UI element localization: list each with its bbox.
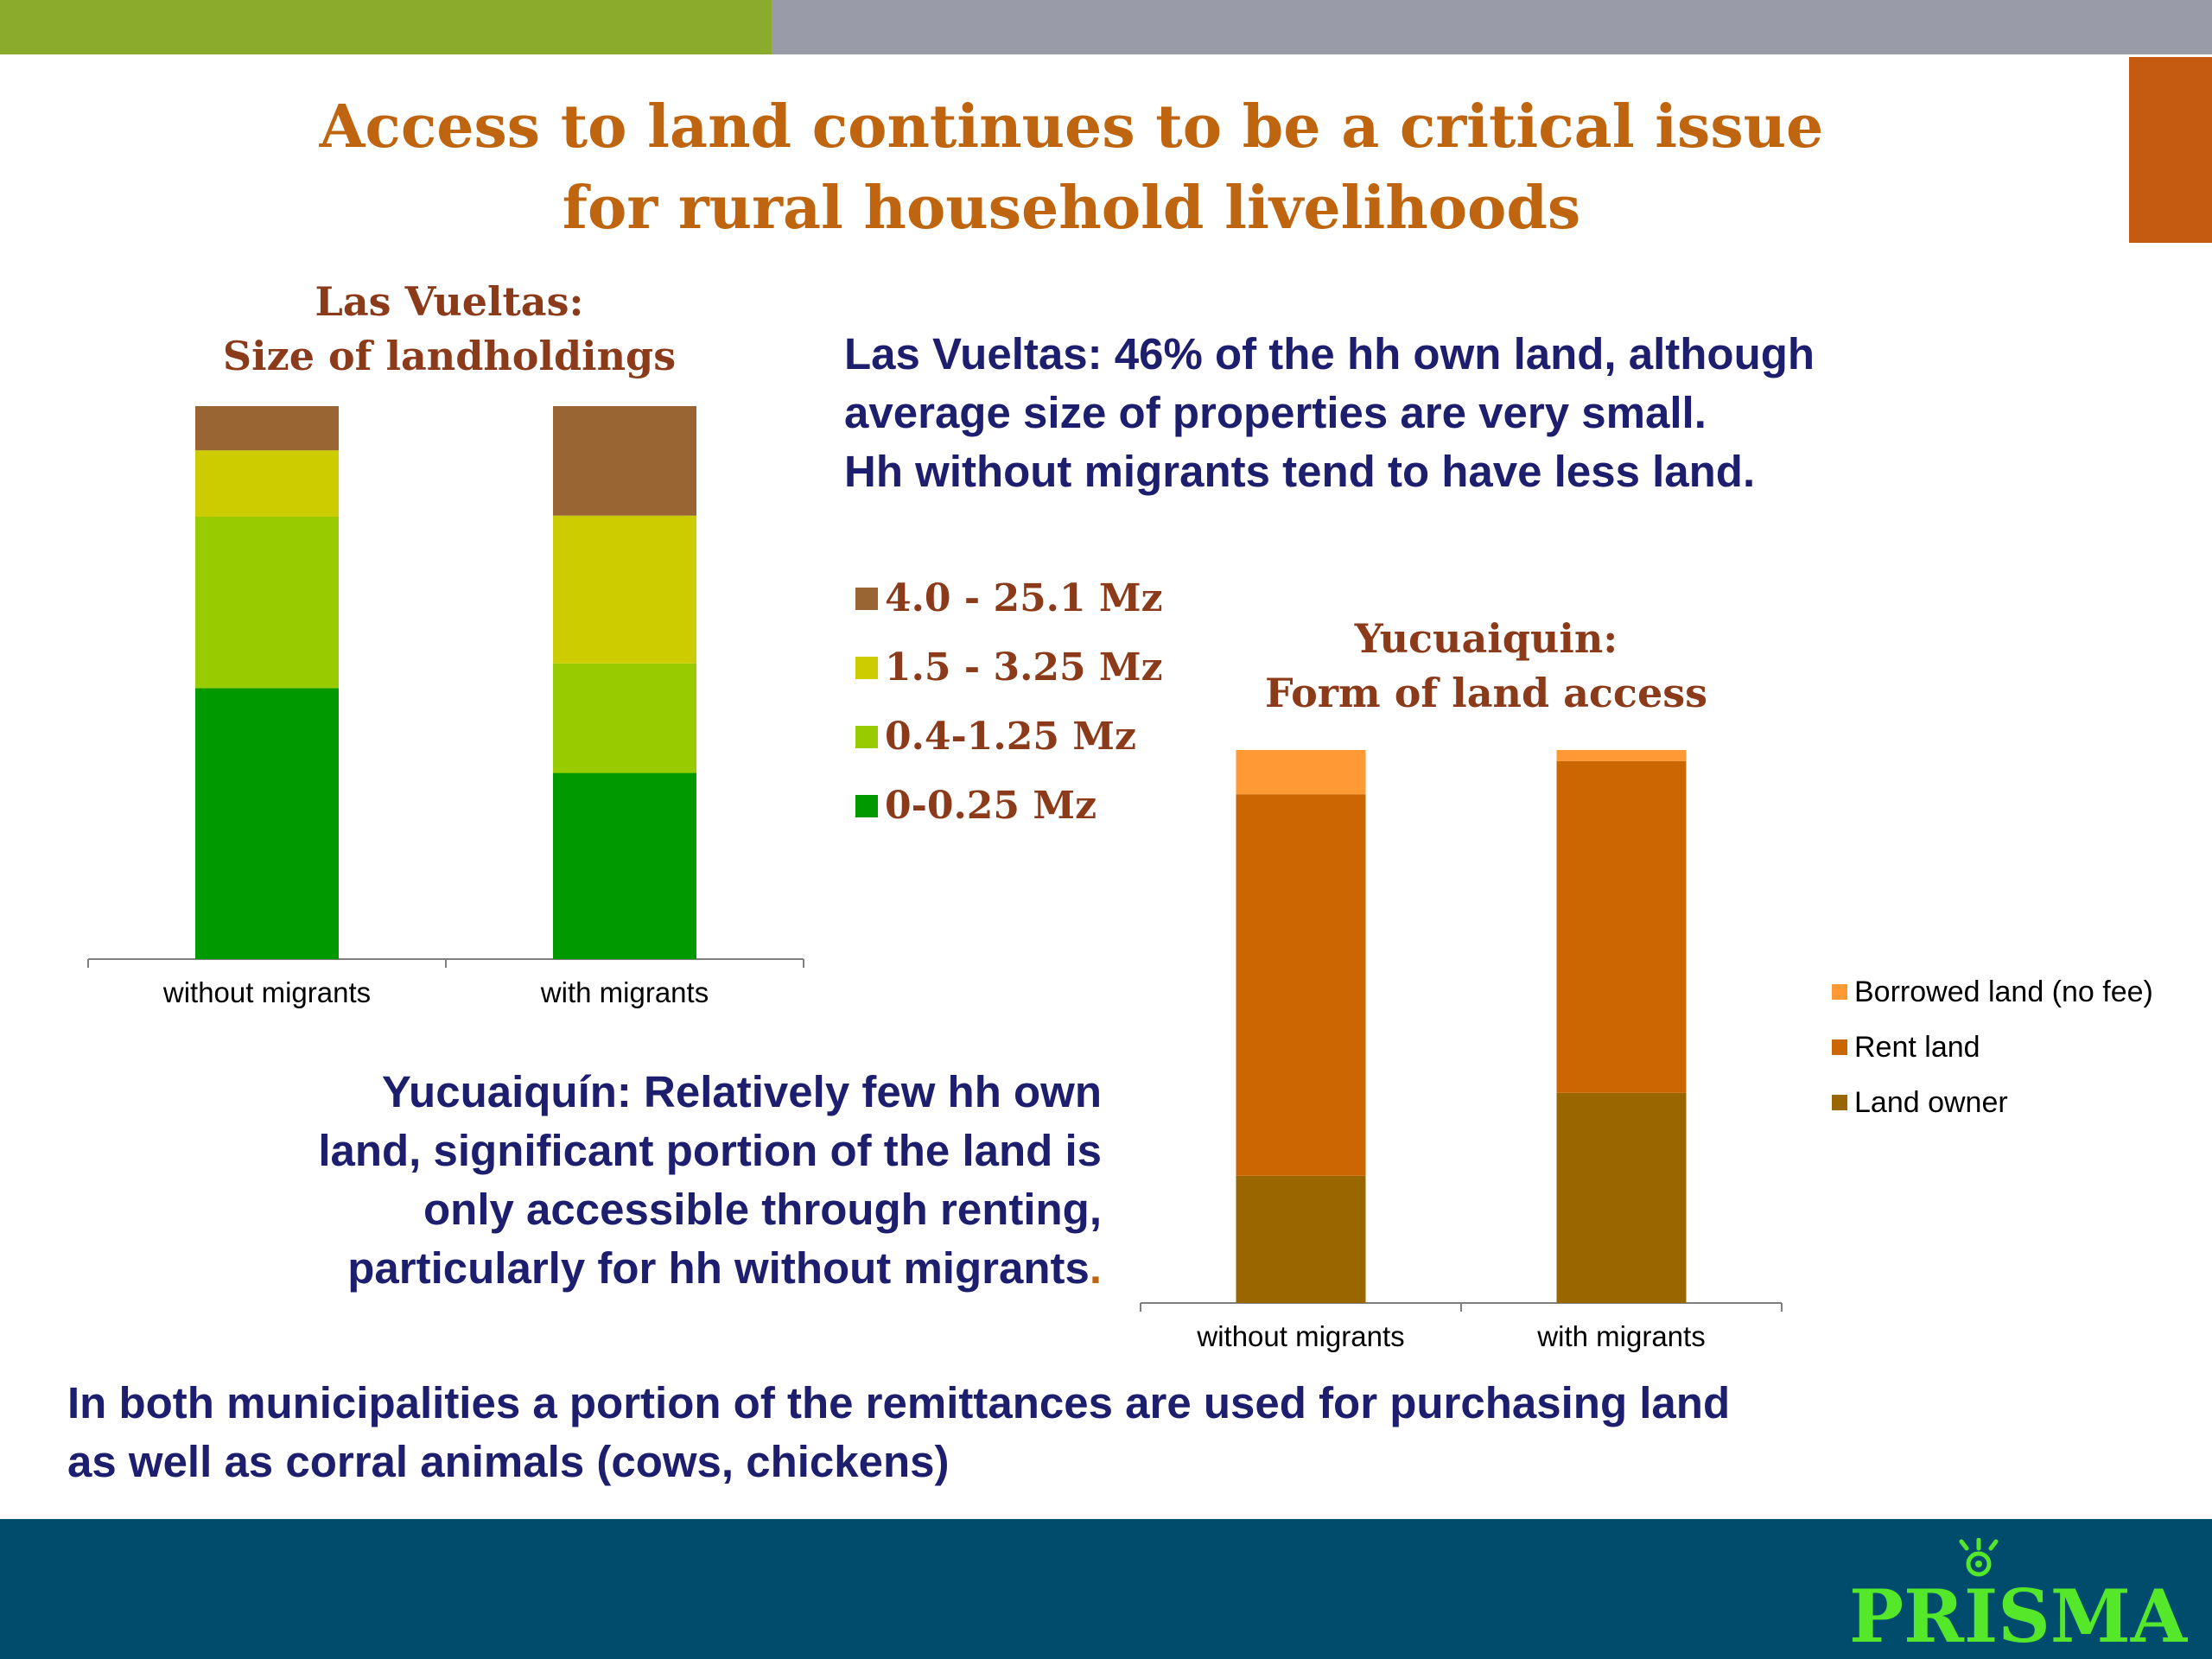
chart2-plot: without migrants with migrants [1140, 750, 1783, 1352]
legend-label: Borrowed land (no fee) [1854, 976, 2153, 1008]
yucuaiquin-line-3: only accessible through renting, [423, 1185, 1102, 1234]
chart1-legend: 4.0 - 25.1 Mz 1.5 - 3.25 Mz 0.4-1.25 Mz 0-0… [855, 564, 1166, 841]
slide-title: Access to land continues to be a critica… [225, 86, 1918, 249]
legend-item-1-5-3-25-mz: 1.5 - 3.25 Mz [855, 633, 1166, 702]
legend-label: 0.4-1.25 Mz [885, 715, 1136, 759]
legend-item-4-0-25-1-mz: 4.0 - 25.1 Mz [855, 564, 1166, 633]
bar-without-migrants-0-0-25-mz [195, 688, 339, 959]
bar-without-migrants-rent-land [1236, 794, 1366, 1176]
bottom-line-1: In both municipalities a portion of the … [67, 1378, 1731, 1427]
bar-with-migrants-rent-land [1556, 760, 1687, 1093]
legend-label: 0-0.25 Mz [885, 784, 1097, 828]
yucuaiquin-line-4-text: particularly for hh without migrants [347, 1243, 1090, 1293]
lasvueltas-line-3: Hh without migrants tend to have less la… [844, 447, 1756, 496]
bar-without-migrants-land-owner [1236, 1175, 1366, 1303]
legend-item-land-owner: Land owner [1832, 1075, 2212, 1130]
lasvueltas-description: Las Vueltas: 46% of the hh own land, alt… [844, 325, 2054, 501]
chart2-legend: Borrowed land (no fee) Rent land Land owne… [1832, 964, 2212, 1130]
yucuaiquin-period: . [1089, 1243, 1102, 1293]
legend-swatch [1832, 984, 1847, 1000]
logo-sun-icon [1959, 1538, 1999, 1577]
legend-item-0-0-25-mz: 0-0.25 Mz [855, 772, 1166, 841]
bar-without-migrants-4-0-25-1-mz [195, 406, 339, 451]
legend-swatch [855, 726, 878, 748]
bar-with-migrants-borrowed-land-no-fee [1556, 750, 1687, 761]
chart1-title-line-2: Size of landholdings [222, 333, 677, 379]
side-accent-block [2129, 57, 2212, 243]
legend-item-0-4-1-25-mz: 0.4-1.25 Mz [855, 702, 1166, 772]
legend-label: 1.5 - 3.25 Mz [885, 645, 1163, 690]
chart2-title-line-1: Yucuaiquin: [1354, 615, 1618, 662]
legend-swatch [855, 795, 878, 817]
top-bar-gray [772, 0, 2212, 54]
legend-swatch [855, 657, 878, 679]
x-tick-label-with-migrants: with migrants [540, 976, 709, 1008]
x-tick-label-without-migrants: without migrants [162, 976, 371, 1008]
bar-with-migrants-land-owner [1556, 1092, 1687, 1303]
bar-with-migrants-0-4-1-25-mz [553, 663, 696, 773]
top-bar-green [0, 0, 772, 54]
bar-without-migrants-borrowed-land-no-fee [1236, 750, 1366, 795]
legend-label: 4.0 - 25.1 Mz [885, 576, 1163, 620]
chart1-plot: without migrants with migrants [87, 406, 804, 1008]
legend-item-borrowed-land-no-fee: Borrowed land (no fee) [1832, 964, 2212, 1020]
yucuaiquin-line-2: land, significant portion of the land is [318, 1126, 1102, 1175]
lasvueltas-line-1: Las Vueltas: 46% of the hh own land, alt… [844, 329, 1815, 378]
legend-label: Land owner [1854, 1086, 2008, 1119]
bar-without-migrants-1-5-3-25-mz [195, 450, 339, 517]
chart1-title-line-1: Las Vueltas: [315, 278, 584, 325]
legend-item-rent-land: Rent land [1832, 1020, 2212, 1075]
legend-label: Rent land [1854, 1031, 1980, 1064]
x-tick-label-without-migrants: without migrants [1196, 1320, 1404, 1352]
title-line-1: Access to land continues to be a critica… [319, 92, 1824, 162]
bar-with-migrants-1-5-3-25-mz [553, 515, 696, 664]
bar-without-migrants-0-4-1-25-mz [195, 517, 339, 689]
legend-swatch [855, 588, 878, 610]
yucuaiquin-line-4: particularly for hh without migrants. [138, 1239, 1102, 1298]
yucuaiquin-description: Yucuaiquín: Relatively few hh own land, … [138, 1063, 1102, 1298]
chart1-title: Las Vueltas: Size of landholdings [147, 275, 752, 384]
footer-bar [0, 1519, 2212, 1659]
legend-swatch [1832, 1039, 1847, 1055]
bar-with-migrants-4-0-25-1-mz [553, 406, 696, 516]
bottom-line-2: as well as corral animals (cows, chicken… [67, 1437, 950, 1486]
prisma-logo: PRISMA [1849, 1538, 2189, 1650]
chart2-title-line-2: Form of land access [1264, 670, 1708, 716]
title-line-2: for rural household livelihoods [562, 174, 1581, 243]
lasvueltas-line-2: average size of properties are very smal… [844, 388, 1707, 437]
yucuaiquin-line-1: Yucuaiquín: Relatively few hh own [381, 1067, 1102, 1116]
bottom-description: In both municipalities a portion of the … [67, 1374, 2055, 1491]
legend-swatch [1832, 1095, 1847, 1110]
logo-text: PRISMA [1849, 1573, 2189, 1650]
x-tick-label-with-migrants: with migrants [1536, 1320, 1705, 1352]
bar-with-migrants-0-0-25-mz [553, 772, 696, 959]
chart2-title: Yucuaiquin: Form of land access [1184, 612, 1789, 721]
